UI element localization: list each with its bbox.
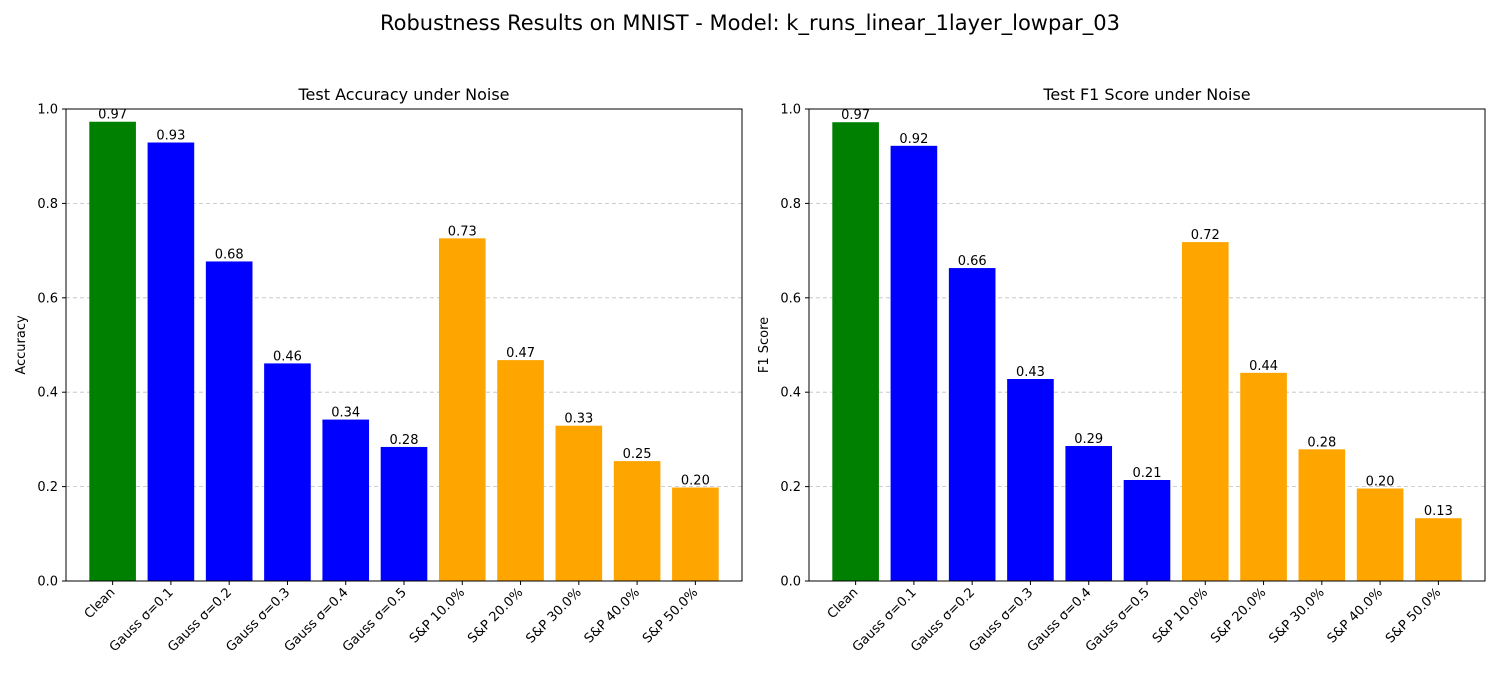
bar-value-label: 0.20: [681, 474, 710, 489]
bar: [1298, 449, 1346, 581]
y-tick-label: 1.0: [780, 103, 801, 118]
bar-value-label: 0.93: [156, 129, 185, 144]
bar-value-label: 0.20: [1366, 474, 1395, 489]
bar: [1415, 518, 1462, 581]
bar: [89, 121, 136, 581]
bar: [497, 360, 544, 581]
bar: [1240, 372, 1287, 581]
bar: [613, 461, 661, 581]
y-tick-label: 0.4: [37, 386, 58, 401]
bar: [672, 487, 719, 581]
axes-frame: [808, 108, 1486, 582]
bar: [147, 142, 195, 581]
bar-value-label: 0.68: [215, 247, 244, 262]
y-tick-label: 0.8: [37, 197, 58, 212]
axes-frame: [65, 108, 743, 582]
bar: [322, 419, 370, 581]
bar-value-label: 0.28: [1307, 435, 1336, 450]
y-axis-label: Accuracy: [14, 315, 29, 375]
y-tick-label: 0.2: [780, 480, 801, 495]
bar-value-label: 0.97: [841, 108, 870, 123]
bar-value-label: 0.34: [331, 406, 360, 421]
bar: [380, 446, 428, 581]
bar-value-label: 0.73: [448, 224, 477, 239]
chart-title: Test Accuracy under Noise: [297, 85, 509, 104]
figure-title: Robustness Results on MNIST - Model: k_r…: [380, 11, 1120, 36]
bar: [555, 425, 603, 581]
bar-value-label: 0.43: [1016, 365, 1045, 380]
bar: [832, 122, 879, 581]
y-tick-label: 0.6: [37, 291, 58, 306]
bar: [1007, 378, 1054, 581]
bar: [1123, 479, 1171, 581]
bar-value-label: 0.66: [958, 254, 987, 269]
bar: [948, 268, 996, 581]
bar-value-label: 0.47: [506, 346, 535, 361]
bar: [264, 363, 311, 581]
bar-value-label: 0.28: [390, 433, 419, 448]
y-axis-label: F1 Score: [757, 317, 772, 373]
bar-value-label: 0.21: [1133, 466, 1162, 481]
bar: [1065, 446, 1113, 581]
bar: [1356, 488, 1404, 581]
bar-value-label: 0.44: [1249, 359, 1278, 374]
y-tick-label: 0.8: [780, 197, 801, 212]
y-tick-label: 0.4: [780, 386, 801, 401]
y-tick-label: 1.0: [37, 103, 58, 118]
bar: [890, 145, 938, 582]
bar-value-label: 0.97: [98, 108, 127, 123]
y-tick-label: 0.6: [780, 291, 801, 306]
chart-title: Test F1 Score under Noise: [1042, 85, 1250, 104]
y-tick-label: 0.0: [780, 575, 801, 590]
bar-value-label: 0.92: [899, 132, 928, 147]
bar-value-label: 0.33: [564, 412, 593, 427]
bar-value-label: 0.46: [273, 349, 302, 364]
bar: [205, 261, 253, 581]
bar-value-label: 0.13: [1424, 504, 1453, 519]
y-tick-label: 0.2: [37, 480, 58, 495]
bar-value-label: 0.25: [623, 447, 652, 462]
bar: [1181, 242, 1229, 581]
bar: [438, 238, 486, 581]
y-tick-label: 0.0: [37, 575, 58, 590]
bar-value-label: 0.29: [1074, 432, 1103, 447]
bar-value-label: 0.72: [1191, 228, 1220, 243]
